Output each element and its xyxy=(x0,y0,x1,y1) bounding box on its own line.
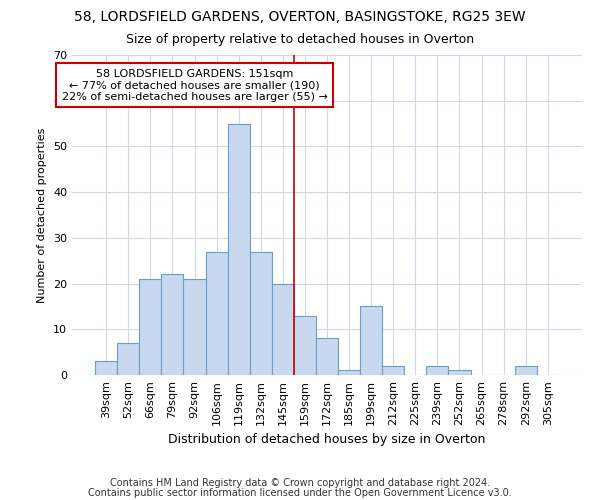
Text: Contains public sector information licensed under the Open Government Licence v3: Contains public sector information licen… xyxy=(88,488,512,498)
Bar xyxy=(382,366,404,375)
X-axis label: Distribution of detached houses by size in Overton: Distribution of detached houses by size … xyxy=(169,434,485,446)
Text: 58 LORDSFIELD GARDENS: 151sqm
← 77% of detached houses are smaller (190)
22% of : 58 LORDSFIELD GARDENS: 151sqm ← 77% of d… xyxy=(62,68,328,102)
Bar xyxy=(161,274,184,375)
Bar xyxy=(316,338,338,375)
Bar xyxy=(117,343,139,375)
Bar xyxy=(294,316,316,375)
Bar xyxy=(206,252,227,375)
Bar xyxy=(184,279,206,375)
Bar xyxy=(139,279,161,375)
Text: Contains HM Land Registry data © Crown copyright and database right 2024.: Contains HM Land Registry data © Crown c… xyxy=(110,478,490,488)
Bar xyxy=(515,366,537,375)
Bar xyxy=(427,366,448,375)
Bar xyxy=(448,370,470,375)
Bar xyxy=(338,370,360,375)
Bar xyxy=(227,124,250,375)
Text: 58, LORDSFIELD GARDENS, OVERTON, BASINGSTOKE, RG25 3EW: 58, LORDSFIELD GARDENS, OVERTON, BASINGS… xyxy=(74,10,526,24)
Y-axis label: Number of detached properties: Number of detached properties xyxy=(37,128,47,302)
Bar xyxy=(360,306,382,375)
Bar xyxy=(95,362,117,375)
Bar xyxy=(250,252,272,375)
Text: Size of property relative to detached houses in Overton: Size of property relative to detached ho… xyxy=(126,32,474,46)
Bar xyxy=(272,284,294,375)
